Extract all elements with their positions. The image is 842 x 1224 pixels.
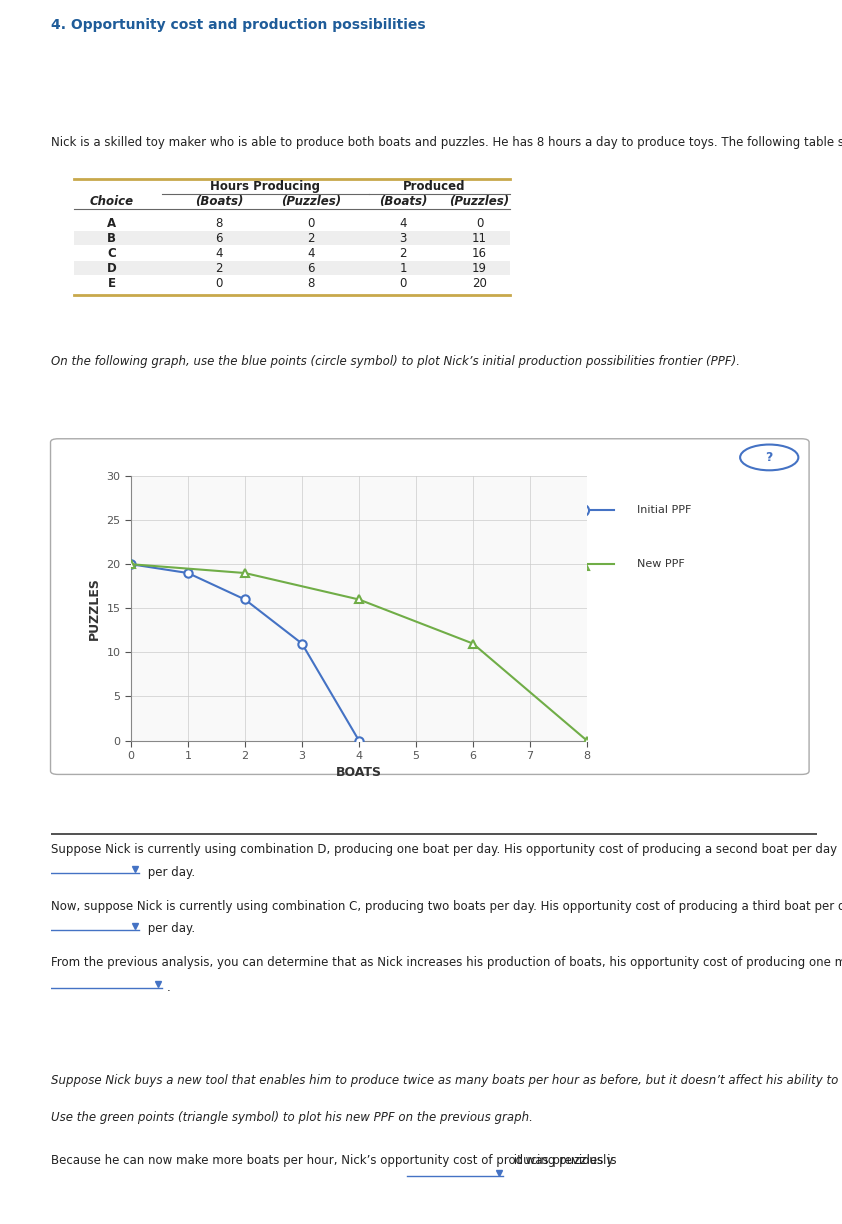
Text: 1: 1 <box>399 262 407 274</box>
Y-axis label: PUZZLES: PUZZLES <box>88 577 101 640</box>
Text: A: A <box>107 217 116 230</box>
Text: E: E <box>108 277 116 290</box>
Text: Nick is a skilled toy maker who is able to produce both boats and puzzles. He ha: Nick is a skilled toy maker who is able … <box>51 136 842 148</box>
Text: (Boats): (Boats) <box>195 195 243 208</box>
Text: per day.: per day. <box>144 922 195 935</box>
Text: (Puzzles): (Puzzles) <box>450 195 509 208</box>
Text: Produced: Produced <box>402 180 465 192</box>
X-axis label: BOATS: BOATS <box>336 766 382 780</box>
Text: 11: 11 <box>472 231 488 245</box>
Text: 8: 8 <box>216 217 223 230</box>
Text: From the previous analysis, you can determine that as Nick increases his product: From the previous analysis, you can dete… <box>51 956 842 969</box>
Text: 8: 8 <box>307 277 315 290</box>
Text: New PPF: New PPF <box>637 559 685 569</box>
Text: 4. Opportunity cost and production possibilities: 4. Opportunity cost and production possi… <box>51 18 425 32</box>
FancyBboxPatch shape <box>51 438 809 775</box>
Bar <box>73 231 510 245</box>
Text: 2: 2 <box>307 231 315 245</box>
Text: 6: 6 <box>216 231 223 245</box>
Text: 4: 4 <box>399 217 407 230</box>
Text: 2: 2 <box>216 262 223 274</box>
Text: Suppose Nick buys a new tool that enables him to produce twice as many boats per: Suppose Nick buys a new tool that enable… <box>51 1075 842 1087</box>
Text: Now, suppose Nick is currently using combination C, producing two boats per day.: Now, suppose Nick is currently using com… <box>51 900 842 913</box>
Text: (Puzzles): (Puzzles) <box>281 195 341 208</box>
Text: per day.: per day. <box>144 865 195 879</box>
Text: Hours Producing: Hours Producing <box>210 180 320 192</box>
Text: 6: 6 <box>307 262 315 274</box>
Text: 3: 3 <box>399 231 407 245</box>
Bar <box>73 261 510 275</box>
Text: 19: 19 <box>472 262 488 274</box>
Text: (Boats): (Boats) <box>379 195 427 208</box>
Text: 4: 4 <box>216 247 223 259</box>
Text: 4: 4 <box>307 247 315 259</box>
Text: .: . <box>167 980 171 994</box>
Text: C: C <box>108 247 116 259</box>
Text: 2: 2 <box>399 247 407 259</box>
Text: 0: 0 <box>476 217 483 230</box>
Text: B: B <box>107 231 116 245</box>
Text: ?: ? <box>765 450 773 464</box>
Text: Because he can now make more boats per hour, Nick’s opportunity cost of producin: Because he can now make more boats per h… <box>51 1154 616 1168</box>
Text: Initial PPF: Initial PPF <box>637 506 691 515</box>
Text: On the following graph, use the blue points (circle symbol) to plot Nick’s initi: On the following graph, use the blue poi… <box>51 355 739 367</box>
Text: it was previously.: it was previously. <box>510 1154 616 1168</box>
Text: 0: 0 <box>307 217 315 230</box>
Text: 16: 16 <box>472 247 488 259</box>
Text: 20: 20 <box>472 277 487 290</box>
Text: 0: 0 <box>216 277 223 290</box>
Text: Choice: Choice <box>90 195 134 208</box>
Text: 0: 0 <box>399 277 407 290</box>
Text: D: D <box>107 262 117 274</box>
Text: Suppose Nick is currently using combination D, producing one boat per day. His o: Suppose Nick is currently using combinat… <box>51 843 842 856</box>
Text: Use the green points (triangle symbol) to plot his new PPF on the previous graph: Use the green points (triangle symbol) t… <box>51 1110 532 1124</box>
